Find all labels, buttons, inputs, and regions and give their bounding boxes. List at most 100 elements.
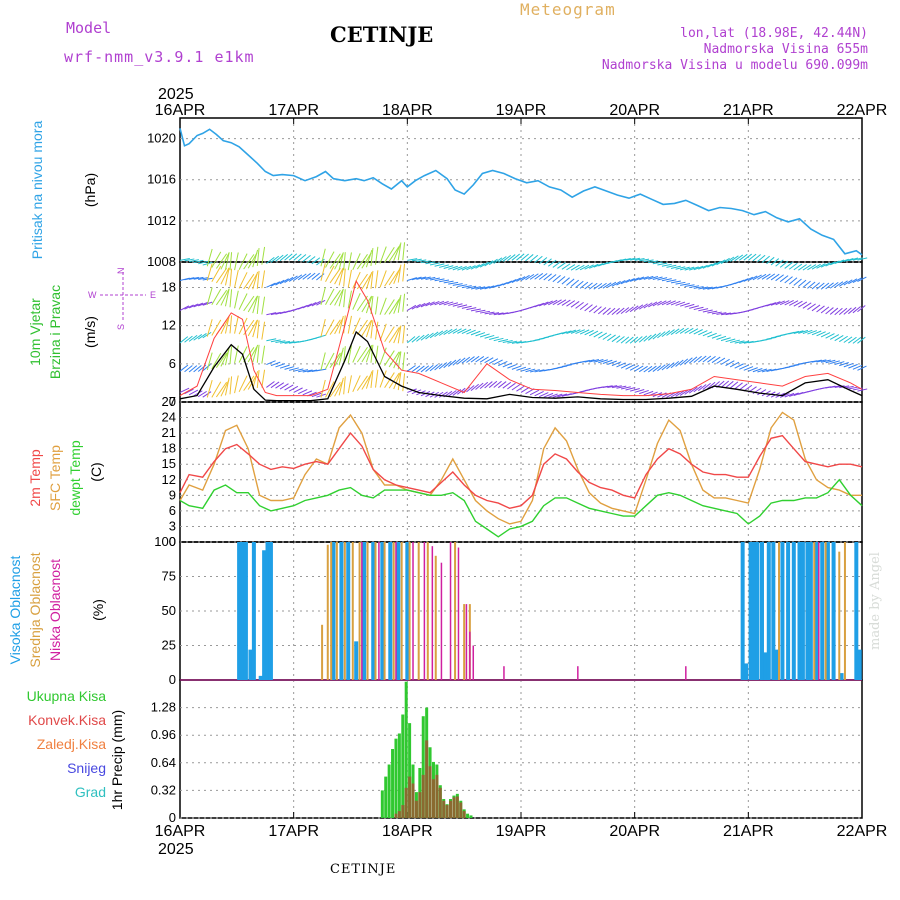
- mid-cloud-bar: [374, 542, 377, 680]
- wind-barb: [188, 365, 198, 373]
- wind-barb: [466, 329, 476, 335]
- wind-barb: [802, 264, 812, 271]
- wind-barb: [388, 246, 400, 262]
- wind-barb: [811, 282, 821, 290]
- wind-barb: [598, 282, 607, 290]
- wind-barb: [707, 381, 716, 390]
- wind-barb: [334, 317, 344, 335]
- wind-barb: [675, 301, 686, 306]
- wind-barb: [320, 263, 326, 281]
- wind-barb: [338, 267, 344, 286]
- high-cloud-bar: [396, 542, 401, 680]
- high-cloud-bar: [237, 542, 242, 680]
- wind-barb: [247, 346, 258, 363]
- wind-barb: [652, 332, 661, 340]
- high-cloud-bar: [814, 542, 819, 680]
- wind-barb: [570, 279, 580, 287]
- y-tick-label: 0: [169, 810, 176, 825]
- wind-barb: [343, 252, 346, 271]
- wind-barb: [525, 368, 536, 373]
- wind-barb: [848, 257, 859, 262]
- wind-barb: [193, 365, 202, 373]
- wind-barb: [588, 263, 599, 269]
- wind-barb: [479, 333, 490, 338]
- wind-barb: [638, 365, 648, 373]
- precip-legend-item: Ukupna Kisa: [27, 688, 107, 704]
- wind-barb: [256, 270, 260, 289]
- wind-barb: [484, 334, 495, 339]
- wind-barb: [684, 284, 695, 288]
- wind-barb: [616, 385, 627, 389]
- wind-barb: [256, 344, 260, 363]
- low-cloud-bar: [457, 547, 460, 680]
- wind-barb: [652, 300, 662, 307]
- wind-barb: [229, 289, 233, 308]
- wind-barb: [288, 367, 299, 371]
- wind-barb: [552, 299, 562, 306]
- wind-barb: [670, 328, 680, 335]
- wind-barb: [425, 261, 436, 265]
- wind-barb: [316, 299, 326, 306]
- wind-barb: [416, 302, 426, 309]
- wind-barb: [661, 363, 671, 371]
- wind-barb: [680, 283, 691, 286]
- conv-precip-bar: [438, 787, 442, 818]
- high-cloud-bar: [839, 673, 844, 680]
- wind-barb: [520, 253, 529, 261]
- wind-barb: [215, 289, 228, 306]
- wind-barb: [679, 327, 689, 334]
- wind-barb: [270, 255, 280, 263]
- wind-barb: [338, 252, 344, 271]
- wind-barb: [639, 389, 649, 395]
- conv-precip-bar: [459, 802, 463, 818]
- wind-barb: [325, 288, 335, 305]
- conv-precip-bar: [404, 787, 408, 818]
- mid-cloud-bar: [392, 542, 395, 680]
- wind-barb: [275, 382, 285, 389]
- wind-barb: [839, 361, 849, 367]
- high-cloud-bar: [405, 542, 410, 680]
- wind-barb: [643, 275, 654, 280]
- wind-barb: [820, 359, 831, 363]
- wind-barb: [807, 281, 816, 289]
- high-cloud-bar: [265, 542, 270, 680]
- wind-barb: [379, 347, 387, 365]
- wind-barb: [579, 329, 590, 335]
- wind-barb: [689, 285, 700, 289]
- wind-barb: [234, 315, 239, 334]
- wind-barb: [425, 276, 436, 280]
- wind-barb: [684, 357, 693, 365]
- low-cloud-bar: [449, 542, 452, 680]
- wind-barb: [439, 264, 449, 268]
- wind-barb: [306, 272, 316, 280]
- wind-barb: [243, 254, 255, 270]
- precip-legend-item: Konvek.Kisa: [28, 712, 106, 728]
- wind-barb: [520, 274, 530, 281]
- wind-barb: [616, 279, 626, 286]
- wind-barb: [825, 333, 835, 339]
- wind-barb: [402, 373, 406, 392]
- wind-barb: [752, 367, 763, 373]
- wind-barb: [288, 385, 299, 392]
- y-tick-label: 12: [162, 318, 176, 333]
- wind-barb: [429, 331, 439, 339]
- wind-barb: [557, 262, 566, 269]
- wind-barb: [716, 335, 727, 340]
- wind-barb: [848, 336, 857, 344]
- wind-barb: [234, 345, 239, 364]
- wind-barb: [793, 330, 804, 334]
- wind-barb: [720, 337, 731, 342]
- wind-barb: [407, 258, 418, 261]
- wind-barb: [488, 358, 499, 364]
- wind-barb: [702, 382, 711, 390]
- wind-barb: [288, 275, 298, 282]
- wind-barb: [397, 264, 402, 283]
- wind-barb: [643, 390, 654, 396]
- wind-barb: [666, 329, 675, 336]
- wind-barb: [698, 384, 707, 392]
- wind-barb: [384, 372, 395, 388]
- wind-barb: [789, 392, 799, 397]
- high-cloud-bar: [240, 542, 245, 680]
- wind-barb: [784, 299, 794, 306]
- wind-barb: [779, 260, 789, 268]
